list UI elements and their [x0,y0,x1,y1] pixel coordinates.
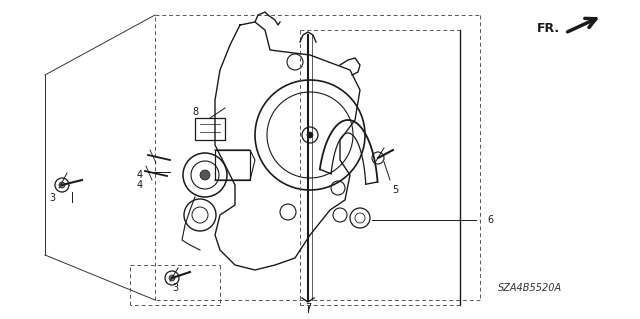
Text: 6: 6 [487,215,493,225]
Text: 3: 3 [172,283,178,293]
Circle shape [169,275,175,281]
Text: FR.: FR. [537,21,560,34]
Text: 8: 8 [192,107,198,117]
Circle shape [307,132,313,138]
Text: SZA4B5520A: SZA4B5520A [498,283,562,293]
Bar [195,118,225,140]
Text: 3: 3 [49,193,55,203]
Text: 5: 5 [392,185,398,195]
Circle shape [200,170,210,180]
Bar [215,150,250,180]
Text: 4: 4 [137,170,143,180]
Text: 7: 7 [305,303,311,313]
Text: 4: 4 [137,180,143,190]
Circle shape [59,182,65,188]
